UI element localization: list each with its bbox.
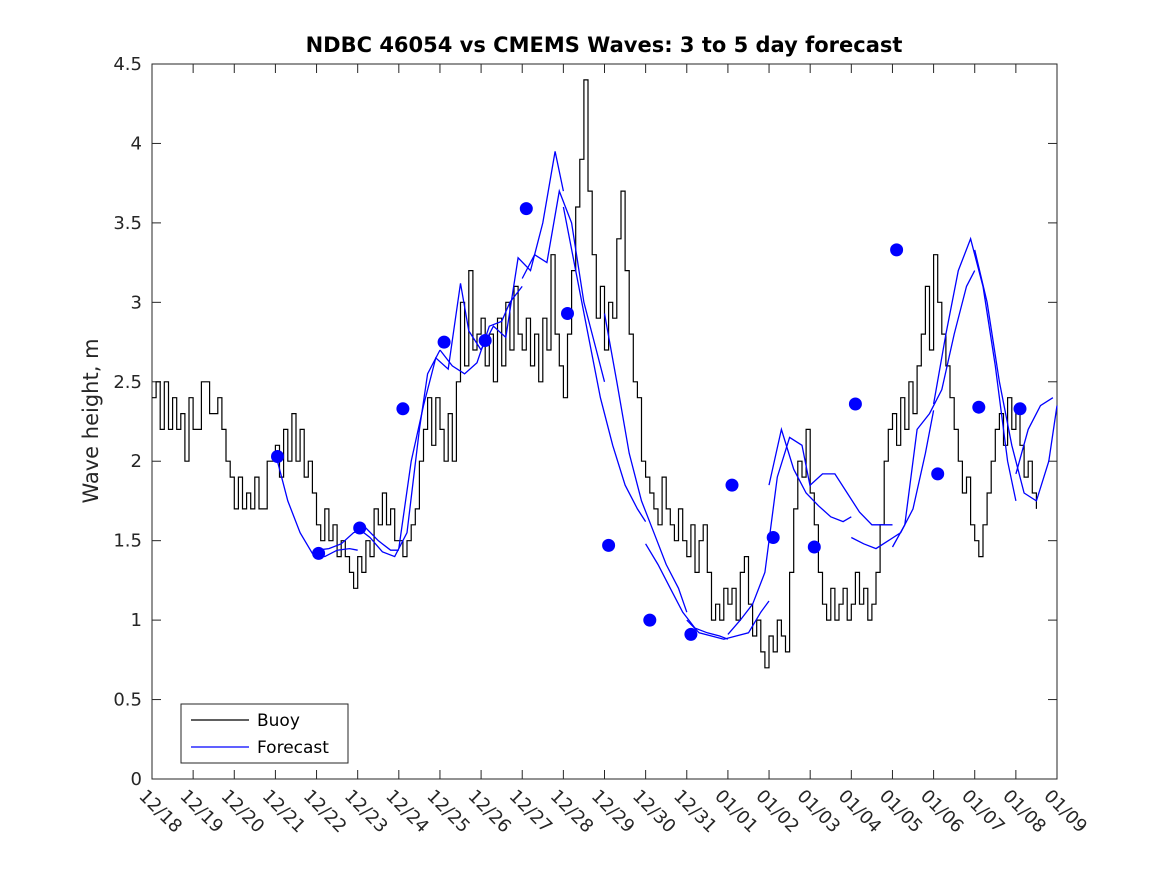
forecast-point (725, 478, 739, 492)
forecast-series-line (686, 600, 770, 640)
forecast-point (1013, 402, 1027, 416)
legend-forecast-label: Forecast (257, 738, 329, 758)
forecast-series-line (891, 270, 976, 548)
y-tick-label: 1.5 (113, 531, 142, 552)
forecast-point (972, 400, 986, 414)
y-axis-label: Wave height, m (79, 338, 103, 503)
legend-box (180, 703, 349, 764)
forecast-series-line (562, 206, 647, 522)
y-tick-label: 4.5 (113, 54, 142, 75)
forecast-series-line (851, 410, 935, 550)
y-tick-label: 4 (131, 133, 142, 154)
y-tick-label: 2 (131, 451, 142, 472)
forecast-point (561, 307, 574, 320)
legend-buoy-label: Buoy (257, 711, 300, 731)
y-tick-label: 1 (131, 610, 142, 631)
forecast-series-line (768, 426, 852, 523)
forecast-point (684, 627, 698, 641)
forecast-point (602, 538, 616, 552)
forecast-series-line (645, 543, 729, 640)
forecast-point (478, 334, 492, 347)
y-tick-label: 3.5 (113, 213, 142, 234)
forecast-point (519, 202, 533, 216)
forecast-series-line (521, 188, 606, 382)
forecast-point (890, 243, 904, 257)
buoy-series-line (152, 79, 1037, 669)
legend: Buoy Forecast (180, 703, 349, 764)
forecast-series-line (603, 313, 688, 613)
forecast-series-line (809, 473, 893, 526)
forecast-point (766, 531, 780, 544)
forecast-point (848, 397, 862, 411)
forecast-point (312, 546, 326, 560)
forecast-point (353, 521, 367, 535)
forecast-series-line (357, 349, 441, 558)
forecast-point (643, 613, 657, 627)
forecast-series-line (480, 151, 565, 351)
forecast-point (271, 450, 284, 463)
forecast-series-line (398, 283, 482, 549)
forecast-point (396, 402, 410, 416)
forecast-point (807, 540, 821, 554)
forecast-series-line (1015, 397, 1054, 475)
chart-title: NDBC 46054 vs CMEMS Waves: 3 to 5 day fo… (306, 33, 903, 57)
y-tick-label: 3 (131, 292, 142, 313)
forecast-series-line (974, 249, 1058, 502)
forecast-point (931, 467, 945, 481)
forecast-point (437, 335, 451, 349)
plot-area (151, 63, 1058, 780)
forecast-series-line (932, 236, 1017, 502)
series-layer (152, 79, 1058, 669)
y-axis-ticks: 0 0.5 1 1.5 2 2.5 3 3.5 4 4.5 (113, 54, 1057, 790)
y-tick-label: 2.5 (113, 372, 142, 393)
y-tick-label: 0 (131, 769, 142, 790)
y-tick-label: 0.5 (113, 690, 142, 711)
forecast-series-line (727, 436, 811, 635)
